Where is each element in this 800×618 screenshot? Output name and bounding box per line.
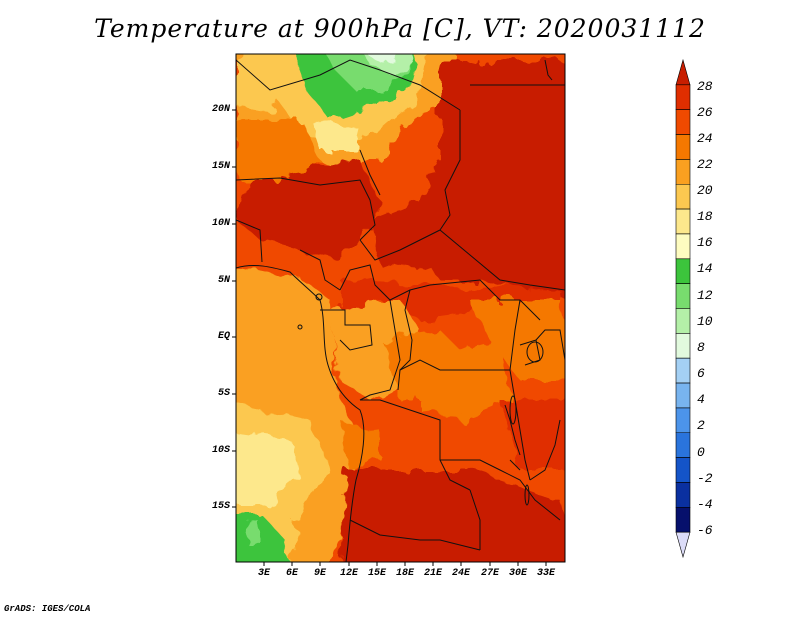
lat-label-10n: 10N [211,218,230,229]
grads-credit: GrADS: IGES/COLA [4,604,91,614]
colorbar-segment [675,58,691,86]
colorbar-segment [675,134,691,160]
lat-label-15n: 15N [211,161,230,172]
lake-outlines [297,293,544,506]
axis-ticks [232,109,547,566]
colorbar-label: 2 [697,418,705,433]
lon-label-18e: 18E [395,568,414,579]
lat-label-5n: 5N [217,275,230,286]
map-title: Temperature at 900hPa [C], VT: 202003111… [94,14,706,43]
colorbar-segment [675,84,691,110]
colorbar-label: 10 [697,314,713,329]
colorbar-segment [675,407,691,434]
colorbar-segment [675,382,691,409]
lat-label-20n: 20N [211,104,230,115]
lon-label-21e: 21E [423,568,442,579]
colorbar-label: 16 [697,235,713,250]
colorbar-label: 26 [697,105,713,120]
colorbar-segment [675,208,691,235]
colorbar-segment [675,507,691,533]
lat-label-5s: 5S [217,388,230,399]
colorbar-segment [675,258,691,284]
colorbar-segment [675,109,691,135]
colorbar-label: 20 [697,183,713,198]
colorbar-segment [675,357,691,384]
colorbar-segment [675,283,691,309]
colorbar-segment [675,308,691,334]
lon-label-3e: 3E [257,568,270,579]
lon-label-15e: 15E [367,568,386,579]
colorbar-label: 24 [697,131,713,146]
colorbar-label: 28 [697,79,713,94]
country-borders [236,59,565,562]
lon-label-24e: 24E [451,568,470,579]
lat-label-15s: 15S [211,501,230,512]
colorbar-label: 6 [697,366,705,381]
colorbar-segment [675,457,691,483]
lon-label-6e: 6E [285,568,298,579]
colorbar [675,58,691,559]
colorbar-label: 12 [697,288,713,303]
colorbar-segment [675,482,691,508]
colorbar-segment [675,333,691,359]
lat-label-10s: 10S [211,445,230,456]
lon-label-9e: 9E [313,568,326,579]
temperature-field [236,54,565,562]
colorbar-label: 4 [697,392,705,407]
colorbar-label: 14 [697,261,713,276]
lon-label-30e: 30E [508,568,527,579]
colorbar-segment [675,531,691,559]
colorbar-segment [675,183,691,210]
colorbar-label: 18 [697,209,713,224]
colorbar-label: -2 [697,471,713,486]
colorbar-segment [675,432,691,458]
lon-label-27e: 27E [480,568,499,579]
colorbar-label: -4 [697,497,713,512]
lon-label-12e: 12E [339,568,358,579]
colorbar-segment [675,233,691,260]
plot-frame [235,53,566,563]
colorbar-label: 8 [697,340,705,355]
lat-label-eq: EQ [217,331,230,342]
colorbar-label: 22 [697,157,713,172]
colorbar-label: 0 [697,445,705,460]
colorbar-segment [675,159,691,185]
lon-label-33e: 33E [536,568,555,579]
colorbar-label: -6 [697,523,713,538]
